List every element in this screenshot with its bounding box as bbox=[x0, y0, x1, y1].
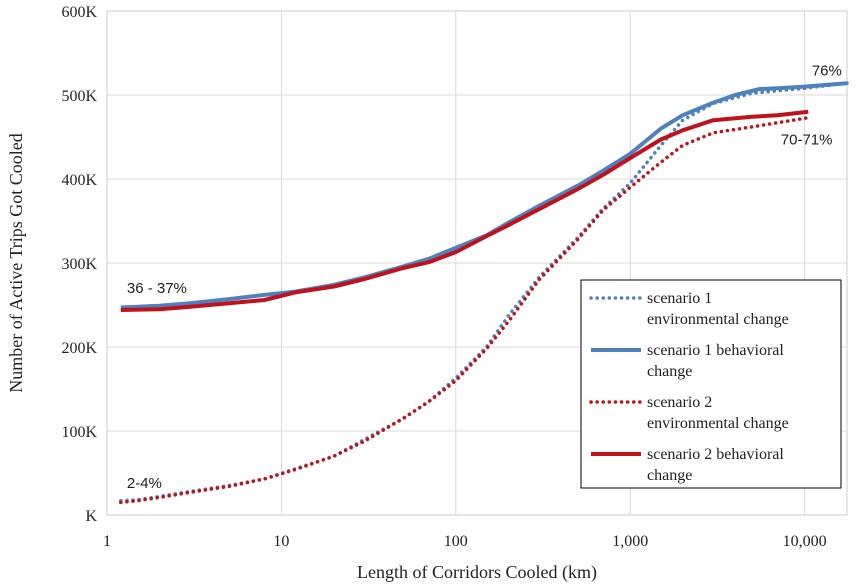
y-tick-label: 100K bbox=[61, 424, 97, 441]
y-axis-ticks: K 100K 200K 300K 400K 500K 600K bbox=[61, 4, 97, 525]
plot-area bbox=[106, 10, 848, 516]
legend-label-4: scenario 2 behavioral bbox=[647, 446, 784, 463]
series-line-4 bbox=[120, 109, 809, 312]
y-tick-label: 300K bbox=[61, 256, 97, 273]
legend-label-1: scenario 1 bbox=[647, 290, 712, 307]
y-tick-label: 400K bbox=[61, 172, 97, 189]
annotation-label: 76% bbox=[812, 63, 842, 80]
x-tick-label: 1,000 bbox=[612, 533, 648, 550]
legend-label-2: change bbox=[647, 363, 692, 380]
series-line-2 bbox=[120, 81, 848, 310]
y-tick-label: 200K bbox=[61, 340, 97, 357]
legend-label-3: environmental change bbox=[647, 415, 789, 432]
annotations: 36 - 37% 2-4% 76% 70-71% bbox=[127, 63, 842, 492]
y-tick-label: 500K bbox=[61, 88, 97, 105]
x-tick-label: 10 bbox=[273, 533, 289, 550]
annotation-label: 36 - 37% bbox=[127, 280, 187, 297]
annotation-label: 70-71% bbox=[781, 132, 833, 149]
legend-label-1: environmental change bbox=[647, 311, 789, 328]
series-lines bbox=[119, 81, 849, 505]
x-axis-title: Length of Corridors Cooled (km) bbox=[357, 562, 597, 583]
x-axis-ticks: 1 10 100 1,000 10,000 bbox=[103, 533, 827, 550]
x-tick-label: 1 bbox=[103, 533, 111, 550]
legend-label-2: scenario 1 behavioral bbox=[647, 342, 784, 359]
y-axis-title: Number of Active Trips Got Cooled bbox=[6, 133, 26, 393]
legend: scenario 1 environmental change scenario 1… bbox=[580, 279, 842, 489]
y-tick-label: 600K bbox=[61, 4, 97, 21]
y-tick-label: K bbox=[85, 508, 97, 525]
legend-label-4: change bbox=[647, 467, 692, 484]
series-line-3 bbox=[119, 115, 811, 505]
legend-label-3: scenario 2 bbox=[647, 394, 712, 411]
annotation-label: 2-4% bbox=[127, 475, 162, 492]
x-tick-label: 10,000 bbox=[783, 533, 827, 550]
x-tick-label: 100 bbox=[444, 533, 468, 550]
